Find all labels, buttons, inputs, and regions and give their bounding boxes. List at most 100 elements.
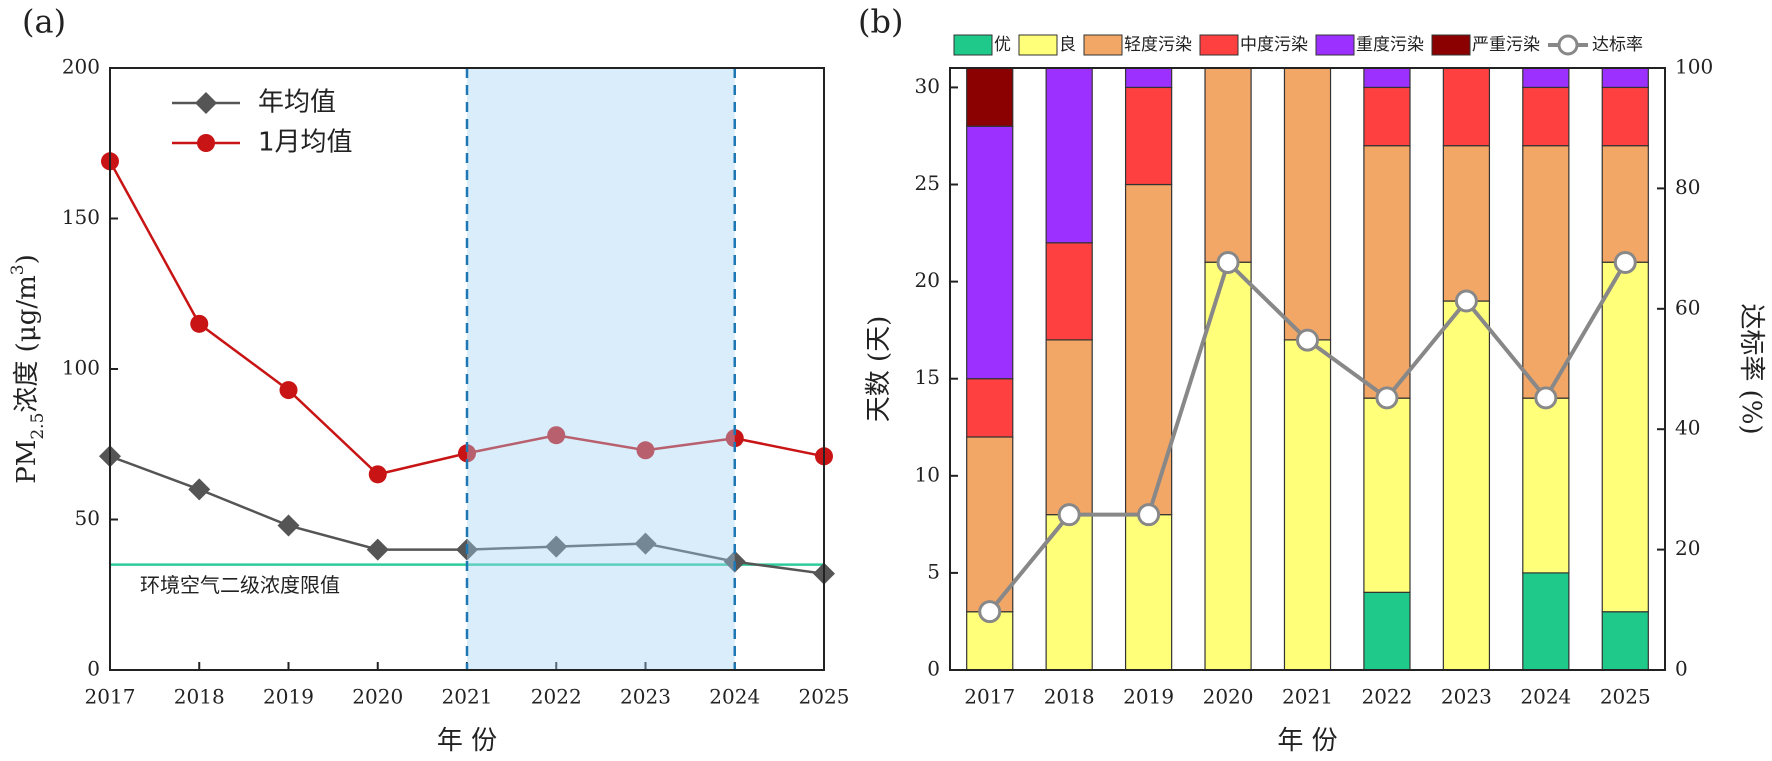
plot-frame — [109, 67, 825, 671]
legend-swatch — [1083, 34, 1123, 56]
x-tick-label: 2022 — [531, 685, 582, 709]
point — [1057, 503, 1081, 527]
y2-tick-label: 20 — [1675, 536, 1700, 560]
legend-label: 严重污染 — [1472, 35, 1540, 55]
y-tick-label: 30 — [915, 74, 940, 98]
point — [1454, 289, 1478, 313]
bar-segment — [1522, 397, 1570, 574]
plot-frame — [949, 67, 1666, 671]
bar-segment — [1601, 86, 1649, 147]
bar-segment — [966, 378, 1014, 438]
legend-label: 优 — [994, 35, 1011, 55]
bar-segment — [1045, 67, 1093, 244]
legend-swatch — [1018, 34, 1058, 56]
y-tick-label: 5 — [927, 559, 940, 583]
x-tick-label: 2021 — [442, 685, 493, 709]
y-axis-label: PM2.5浓度 (μg/m3) — [8, 254, 48, 484]
legend-swatch — [1199, 34, 1239, 56]
y2-tick-label: 100 — [1675, 55, 1713, 79]
bar-segment — [1601, 67, 1649, 89]
legend-label: 达标率 — [1592, 35, 1643, 55]
bar-segment — [1363, 397, 1411, 593]
point — [1137, 503, 1161, 527]
x-tick-label: 2024 — [709, 685, 760, 709]
bar-segment — [1124, 514, 1173, 671]
point — [458, 444, 476, 463]
bar-segment — [1522, 86, 1570, 147]
legend-swatch — [1315, 34, 1355, 56]
x-tick-label: 2019 — [263, 685, 314, 709]
point — [190, 314, 209, 333]
bar-segment — [1204, 67, 1252, 263]
y-tick-label: 10 — [915, 462, 940, 486]
point — [1534, 386, 1558, 410]
point — [725, 429, 744, 448]
bar-segment — [966, 611, 1014, 671]
x-tick-label: 2023 — [1441, 685, 1492, 709]
y-tick-label: 200 — [62, 55, 100, 79]
y2-tick-label: 80 — [1675, 175, 1700, 199]
point — [277, 514, 300, 537]
point — [636, 441, 655, 460]
bar-segment — [1045, 514, 1093, 671]
bar-segment — [1124, 86, 1173, 186]
x-axis-label: 年 份 — [437, 726, 497, 756]
panel-label: (b) — [858, 3, 903, 41]
reference-label: 环境空气二级浓度限值 — [140, 573, 340, 597]
panel-label: (a) — [22, 3, 66, 41]
point — [545, 535, 568, 558]
x-tick-label: 2017 — [85, 685, 136, 709]
x-tick-label: 2023 — [620, 685, 671, 709]
legend-swatch — [1431, 34, 1471, 56]
x-tick-label: 2021 — [1282, 685, 1333, 709]
x-tick-label: 2025 — [799, 685, 850, 709]
y-tick-label: 25 — [915, 171, 940, 195]
y2-tick-label: 0 — [1675, 657, 1688, 681]
y-tick-label: 0 — [927, 657, 940, 681]
bar-segment — [1442, 67, 1491, 147]
bar-segment — [966, 436, 1014, 613]
bar-segment — [1601, 145, 1649, 263]
x-tick-label: 2017 — [964, 685, 1015, 709]
bar-segment — [1522, 67, 1570, 89]
x-tick-label: 2018 — [1044, 685, 1095, 709]
y-axis-label-part: 3 — [8, 264, 28, 275]
point — [366, 538, 389, 561]
legend-marker — [1557, 34, 1579, 56]
point — [1613, 250, 1637, 274]
bar-segment — [1601, 611, 1649, 671]
y2-axis-label: 达标率 (%) — [1736, 303, 1766, 434]
bar-segment — [1363, 591, 1411, 671]
bar-segment — [1522, 572, 1570, 671]
y-tick-label: 100 — [62, 356, 100, 380]
legend-label: 轻度污染 — [1124, 35, 1192, 55]
point — [1296, 328, 1319, 352]
bar-segment — [1045, 339, 1093, 516]
y-tick-label: 15 — [915, 365, 940, 389]
legend-label: 年均值 — [258, 88, 336, 118]
y-axis-label-part: PM — [12, 440, 42, 484]
bar-segment — [1283, 339, 1332, 671]
x-tick-label: 2020 — [1203, 685, 1254, 709]
point — [188, 478, 211, 501]
bar-segment — [966, 67, 1014, 127]
bar-segment — [1124, 67, 1173, 89]
x-tick-label: 2018 — [174, 685, 225, 709]
point — [634, 532, 657, 555]
x-tick-label: 2025 — [1600, 685, 1651, 709]
y-tick-label: 150 — [62, 205, 100, 229]
bar-segment — [1283, 67, 1332, 341]
legend-marker — [197, 134, 215, 152]
y2-tick-label: 60 — [1675, 295, 1700, 319]
bar-segment — [1045, 242, 1093, 341]
bar-segment — [1363, 86, 1411, 147]
x-tick-label: 2020 — [352, 685, 403, 709]
bar-segment — [1442, 300, 1491, 671]
x-axis-label: 年 份 — [1277, 726, 1337, 756]
y-tick-label: 50 — [75, 506, 100, 530]
point — [978, 600, 1002, 624]
bar-segment — [1363, 67, 1411, 89]
y-tick-label: 0 — [87, 657, 100, 681]
point — [1375, 386, 1399, 410]
